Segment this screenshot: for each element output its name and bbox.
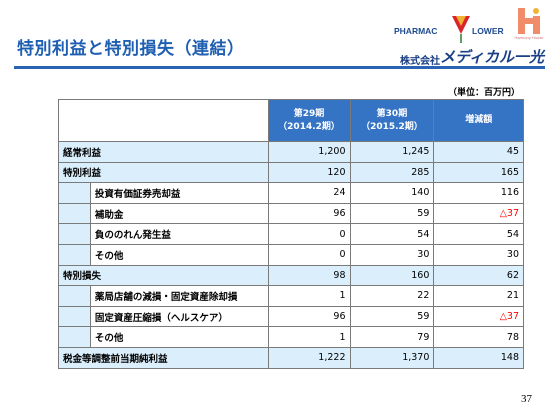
- cell-value: 54: [433, 223, 524, 245]
- cell-value: 45: [433, 141, 524, 163]
- column-header-fy30: 第30期 （2015.2期）: [349, 99, 435, 142]
- cell-value: 140: [349, 182, 435, 204]
- header-blank-cell: [58, 99, 269, 142]
- house-icon: [518, 8, 540, 34]
- cell-value-negative: △37: [433, 202, 524, 225]
- indent-cell: [58, 326, 91, 348]
- column-header-fy29: 第29期 （2014.2期）: [267, 99, 351, 142]
- cell-value-negative: △37: [433, 305, 524, 328]
- row-label: その他: [89, 243, 269, 266]
- row-label: 経常利益: [58, 141, 269, 163]
- indent-cell: [58, 182, 91, 204]
- cell-value: 59: [349, 202, 435, 225]
- logo-text-right: LOWER: [472, 26, 504, 36]
- table-row: 経常利益 1,200 1,245 45: [58, 141, 524, 163]
- indent-cell: [58, 243, 91, 266]
- table-row: 薬局店舗の減損・固定資産除却損 1 22 21: [58, 285, 524, 307]
- row-label: 固定資産圧縮損（ヘルスケア）: [89, 305, 269, 328]
- row-label: 補助金: [89, 202, 269, 225]
- harmony-house-logo: Harmony House: [512, 6, 546, 42]
- company-brand: メディカル一光: [440, 48, 544, 66]
- cell-value: 30: [349, 243, 435, 266]
- pharmacy-flower-logo: PHARMAC LOWER: [394, 14, 510, 48]
- table-row: その他 1 79 78: [58, 326, 524, 348]
- cell-value: 148: [433, 346, 524, 369]
- cell-value: 54: [349, 223, 435, 245]
- indent-cell: [58, 223, 91, 245]
- cell-value: 30: [433, 243, 524, 266]
- cell-value: 21: [433, 285, 524, 307]
- cell-value: 96: [267, 305, 351, 328]
- column-header-change: 増減額: [433, 99, 524, 142]
- table-row: 税金等調整前当期純利益 1,222 1,370 148: [58, 346, 524, 369]
- cell-value: 1: [267, 326, 351, 348]
- page-number: 37: [521, 393, 532, 405]
- cell-value: 62: [433, 264, 524, 287]
- row-label: 税金等調整前当期純利益: [58, 346, 269, 369]
- cell-value: 1,222: [267, 346, 351, 369]
- table-row: 投資有価証券売却益 24 140 116: [58, 182, 524, 204]
- table-row: 固定資産圧縮損（ヘルスケア） 96 59 △37: [58, 305, 524, 328]
- company-prefix: 株式会社: [400, 56, 440, 67]
- table-row: 特別利益 120 285 165: [58, 161, 524, 184]
- logo-text-left: PHARMAC: [394, 26, 438, 36]
- flower-icon: [452, 16, 470, 43]
- cell-value: 79: [349, 326, 435, 348]
- cell-value: 1,200: [267, 141, 351, 163]
- cell-value: 165: [433, 161, 524, 184]
- cell-value: 285: [349, 161, 435, 184]
- cell-value: 78: [433, 326, 524, 348]
- company-name: 株式会社メディカル一光: [400, 46, 544, 67]
- row-label: 特別損失: [58, 264, 269, 287]
- cell-value: 160: [349, 264, 435, 287]
- row-label: その他: [89, 326, 269, 348]
- row-label: 特別利益: [58, 161, 269, 184]
- cell-value: 1,370: [349, 346, 435, 369]
- indent-cell: [58, 285, 91, 307]
- header-row: 第29期 （2014.2期） 第30期 （2015.2期） 増減額: [58, 99, 524, 142]
- logo-caption: Harmony House: [514, 35, 544, 40]
- row-label: 投資有価証券売却益: [89, 182, 269, 204]
- cell-value: 116: [433, 182, 524, 204]
- indent-cell: [58, 202, 91, 225]
- cell-value: 120: [267, 161, 351, 184]
- table-row: 特別損失 98 160 62: [58, 264, 524, 287]
- financial-table: 第29期 （2014.2期） 第30期 （2015.2期） 増減額 経常利益 1,2…: [58, 99, 524, 369]
- cell-value: 0: [267, 243, 351, 266]
- row-label: 負ののれん発生益: [89, 223, 269, 245]
- title-underline: [14, 66, 545, 69]
- cell-value: 22: [349, 285, 435, 307]
- table-row: 補助金 96 59 △37: [58, 202, 524, 225]
- cell-value: 1,245: [349, 141, 435, 163]
- unit-label: （単位：百万円）: [448, 88, 521, 98]
- cell-value: 1: [267, 285, 351, 307]
- cell-value: 96: [267, 202, 351, 225]
- cell-value: 98: [267, 264, 351, 287]
- cell-value: 0: [267, 223, 351, 245]
- indent-cell: [58, 305, 91, 328]
- cell-value: 24: [267, 182, 351, 204]
- table-row: 負ののれん発生益 0 54 54: [58, 223, 524, 245]
- table-row: その他 0 30 30: [58, 243, 524, 266]
- cell-value: 59: [349, 305, 435, 328]
- page-title: 特別利益と特別損失（連結）: [17, 39, 245, 59]
- row-label: 薬局店舗の減損・固定資産除却損: [89, 285, 269, 307]
